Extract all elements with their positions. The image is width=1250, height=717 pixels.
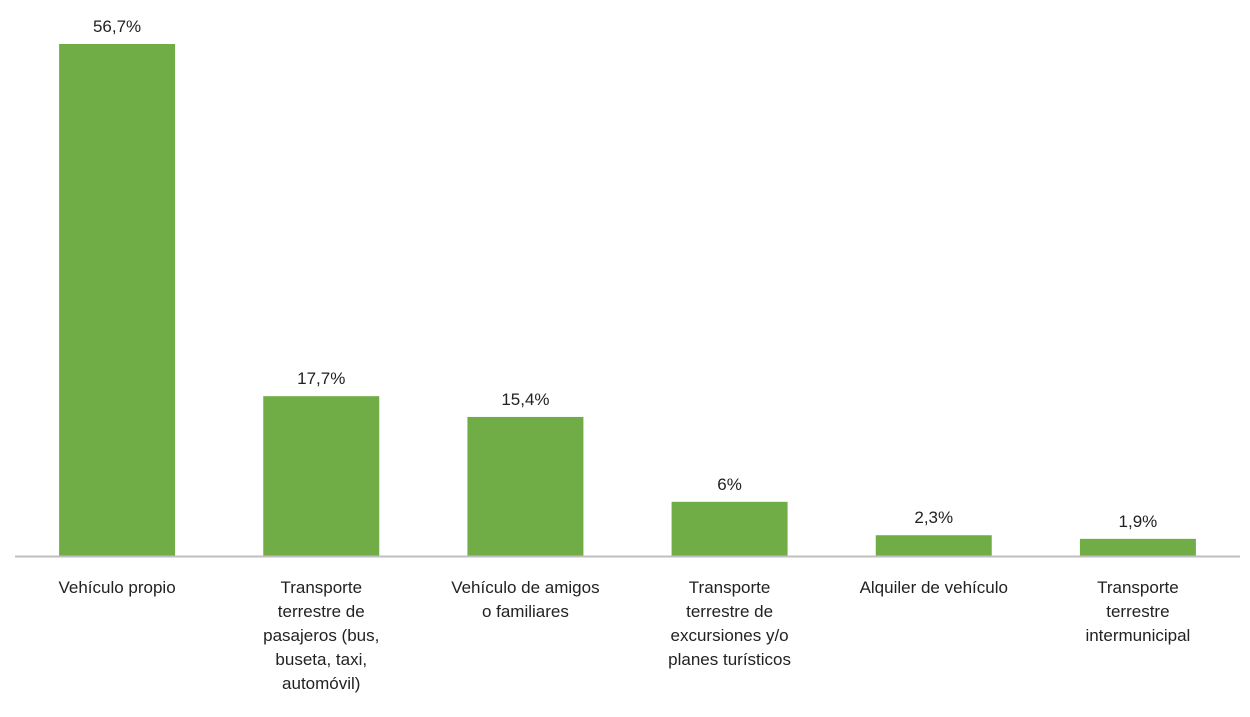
bar [467, 416, 584, 556]
x-tick-label: Vehículo de amigos o familiares [451, 578, 600, 621]
value-label: 56,7% [93, 17, 141, 36]
value-label: 15,4% [501, 390, 549, 409]
bar [263, 396, 380, 556]
value-label: 2,3% [914, 508, 953, 527]
bar [671, 501, 788, 556]
value-label: 1,9% [1119, 512, 1158, 531]
value-label: 6% [717, 475, 742, 494]
x-tick-label: Transporte terrestre de excursiones y/o … [668, 578, 791, 669]
bar [1079, 538, 1196, 556]
bar [59, 44, 176, 556]
value-label: 17,7% [297, 369, 345, 388]
bar [875, 535, 992, 556]
x-tick-label: Vehículo propio [58, 578, 176, 597]
x-tick-label: Transporte terrestre intermunicipal [1085, 578, 1191, 645]
x-tick-label: Alquiler de vehículo [859, 578, 1008, 597]
x-tick-label: Transporte terrestre de pasajeros (bus, … [263, 578, 380, 693]
